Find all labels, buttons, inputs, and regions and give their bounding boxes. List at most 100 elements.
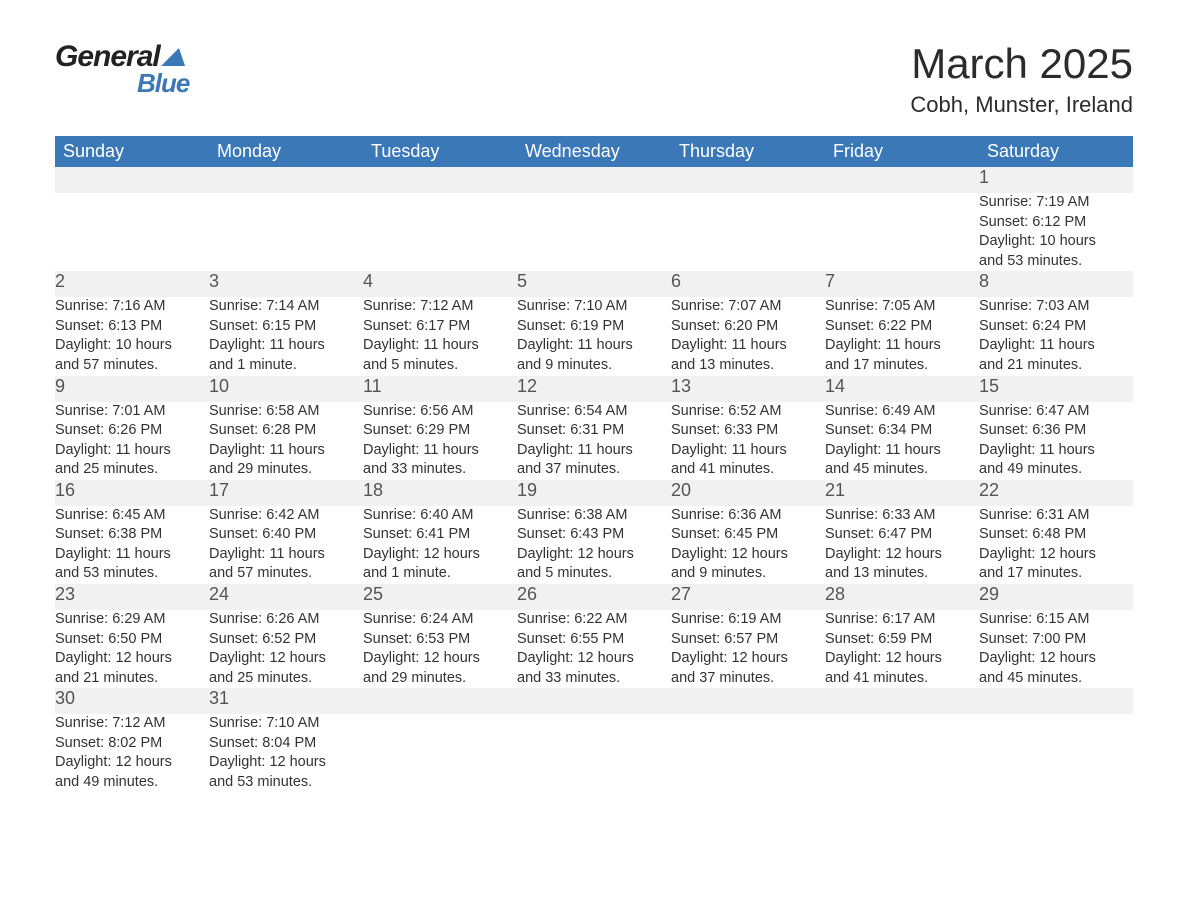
day-sunset: Sunset: 6:40 PM <box>209 525 363 545</box>
day-content-cell: Sunrise: 7:01 AMSunset: 6:26 PMDaylight:… <box>55 402 209 480</box>
day-daylight2: and 33 minutes. <box>363 460 517 480</box>
day-sunset: Sunset: 6:45 PM <box>671 525 825 545</box>
day-sunrise: Sunrise: 6:49 AM <box>825 402 979 422</box>
day-sunrise: Sunrise: 6:15 AM <box>979 610 1133 630</box>
day-daylight2: and 25 minutes. <box>55 460 209 480</box>
day-number: 12 <box>517 376 537 396</box>
day-daylight1: Daylight: 11 hours <box>671 441 825 461</box>
day-number-cell <box>979 688 1133 714</box>
day-daylight2: and 37 minutes. <box>517 460 671 480</box>
day-number: 27 <box>671 584 691 604</box>
day-content-cell: Sunrise: 6:42 AMSunset: 6:40 PMDaylight:… <box>209 506 363 584</box>
day-sunset: Sunset: 6:24 PM <box>979 317 1133 337</box>
day-content-cell: Sunrise: 6:58 AMSunset: 6:28 PMDaylight:… <box>209 402 363 480</box>
day-sunset: Sunset: 6:26 PM <box>55 421 209 441</box>
logo: General Blue <box>55 40 189 99</box>
day-sunrise: Sunrise: 7:14 AM <box>209 297 363 317</box>
day-number: 8 <box>979 271 989 291</box>
day-number-cell <box>363 688 517 714</box>
day-number-cell: 2 <box>55 271 209 297</box>
day-sunset: Sunset: 6:43 PM <box>517 525 671 545</box>
weekday-header-row: Sunday Monday Tuesday Wednesday Thursday… <box>55 136 1133 167</box>
day-sunrise: Sunrise: 7:12 AM <box>55 714 209 734</box>
day-content-cell: Sunrise: 6:38 AMSunset: 6:43 PMDaylight:… <box>517 506 671 584</box>
day-content-row: Sunrise: 7:01 AMSunset: 6:26 PMDaylight:… <box>55 402 1133 480</box>
day-daylight2: and 25 minutes. <box>209 669 363 689</box>
day-number: 13 <box>671 376 691 396</box>
day-content-cell: Sunrise: 6:31 AMSunset: 6:48 PMDaylight:… <box>979 506 1133 584</box>
logo-triangle-icon <box>161 48 191 66</box>
day-number-cell: 9 <box>55 376 209 402</box>
header: General Blue March 2025 Cobh, Munster, I… <box>55 40 1133 118</box>
day-daylight1: Daylight: 12 hours <box>671 649 825 669</box>
day-daylight1: Daylight: 11 hours <box>363 336 517 356</box>
day-sunrise: Sunrise: 7:16 AM <box>55 297 209 317</box>
day-content-cell: Sunrise: 7:07 AMSunset: 6:20 PMDaylight:… <box>671 297 825 375</box>
day-number-cell: 24 <box>209 584 363 610</box>
calendar-table: Sunday Monday Tuesday Wednesday Thursday… <box>55 136 1133 793</box>
day-number: 6 <box>671 271 681 291</box>
day-number-cell: 8 <box>979 271 1133 297</box>
day-content-cell: Sunrise: 6:36 AMSunset: 6:45 PMDaylight:… <box>671 506 825 584</box>
day-daylight1: Daylight: 12 hours <box>825 545 979 565</box>
day-sunset: Sunset: 6:59 PM <box>825 630 979 650</box>
day-number-cell: 25 <box>363 584 517 610</box>
day-content-cell: Sunrise: 6:40 AMSunset: 6:41 PMDaylight:… <box>363 506 517 584</box>
day-content-row: Sunrise: 6:29 AMSunset: 6:50 PMDaylight:… <box>55 610 1133 688</box>
day-sunrise: Sunrise: 7:10 AM <box>517 297 671 317</box>
day-sunrise: Sunrise: 6:22 AM <box>517 610 671 630</box>
day-daylight1: Daylight: 11 hours <box>671 336 825 356</box>
day-sunrise: Sunrise: 6:29 AM <box>55 610 209 630</box>
day-number-cell <box>517 167 671 193</box>
day-daylight2: and 9 minutes. <box>517 356 671 376</box>
day-daylight1: Daylight: 11 hours <box>825 441 979 461</box>
day-number-cell: 30 <box>55 688 209 714</box>
day-content-cell: Sunrise: 7:03 AMSunset: 6:24 PMDaylight:… <box>979 297 1133 375</box>
day-number: 7 <box>825 271 835 291</box>
day-sunset: Sunset: 6:36 PM <box>979 421 1133 441</box>
day-number-cell <box>671 688 825 714</box>
day-sunset: Sunset: 8:02 PM <box>55 734 209 754</box>
day-number-cell <box>55 167 209 193</box>
day-sunset: Sunset: 7:00 PM <box>979 630 1133 650</box>
day-content-cell <box>517 714 671 792</box>
day-number: 14 <box>825 376 845 396</box>
day-sunset: Sunset: 6:55 PM <box>517 630 671 650</box>
day-sunrise: Sunrise: 6:24 AM <box>363 610 517 630</box>
day-sunset: Sunset: 6:17 PM <box>363 317 517 337</box>
day-number-cell: 21 <box>825 480 979 506</box>
day-number-row: 23242526272829 <box>55 584 1133 610</box>
day-number: 21 <box>825 480 845 500</box>
day-sunrise: Sunrise: 6:54 AM <box>517 402 671 422</box>
day-content-cell: Sunrise: 6:19 AMSunset: 6:57 PMDaylight:… <box>671 610 825 688</box>
day-number-cell: 19 <box>517 480 671 506</box>
day-daylight1: Daylight: 12 hours <box>671 545 825 565</box>
day-sunrise: Sunrise: 7:05 AM <box>825 297 979 317</box>
day-number-cell: 14 <box>825 376 979 402</box>
day-number-row: 16171819202122 <box>55 480 1133 506</box>
day-sunrise: Sunrise: 7:07 AM <box>671 297 825 317</box>
day-content-cell: Sunrise: 6:54 AMSunset: 6:31 PMDaylight:… <box>517 402 671 480</box>
day-number-row: 9101112131415 <box>55 376 1133 402</box>
day-daylight2: and 21 minutes. <box>55 669 209 689</box>
day-daylight1: Daylight: 11 hours <box>979 336 1133 356</box>
day-content-row: Sunrise: 7:19 AMSunset: 6:12 PMDaylight:… <box>55 193 1133 271</box>
day-daylight2: and 33 minutes. <box>517 669 671 689</box>
day-sunrise: Sunrise: 6:47 AM <box>979 402 1133 422</box>
day-number: 18 <box>363 480 383 500</box>
day-content-cell <box>209 193 363 271</box>
day-daylight2: and 45 minutes. <box>979 669 1133 689</box>
day-content-cell: Sunrise: 7:16 AMSunset: 6:13 PMDaylight:… <box>55 297 209 375</box>
day-sunset: Sunset: 6:53 PM <box>363 630 517 650</box>
day-daylight2: and 57 minutes. <box>209 564 363 584</box>
day-sunset: Sunset: 6:52 PM <box>209 630 363 650</box>
day-content-cell: Sunrise: 7:14 AMSunset: 6:15 PMDaylight:… <box>209 297 363 375</box>
day-sunset: Sunset: 6:57 PM <box>671 630 825 650</box>
day-content-cell <box>671 193 825 271</box>
day-content-cell: Sunrise: 7:12 AMSunset: 6:17 PMDaylight:… <box>363 297 517 375</box>
day-daylight1: Daylight: 12 hours <box>517 545 671 565</box>
day-content-cell <box>825 193 979 271</box>
day-sunrise: Sunrise: 6:19 AM <box>671 610 825 630</box>
day-sunrise: Sunrise: 7:12 AM <box>363 297 517 317</box>
day-daylight2: and 9 minutes. <box>671 564 825 584</box>
